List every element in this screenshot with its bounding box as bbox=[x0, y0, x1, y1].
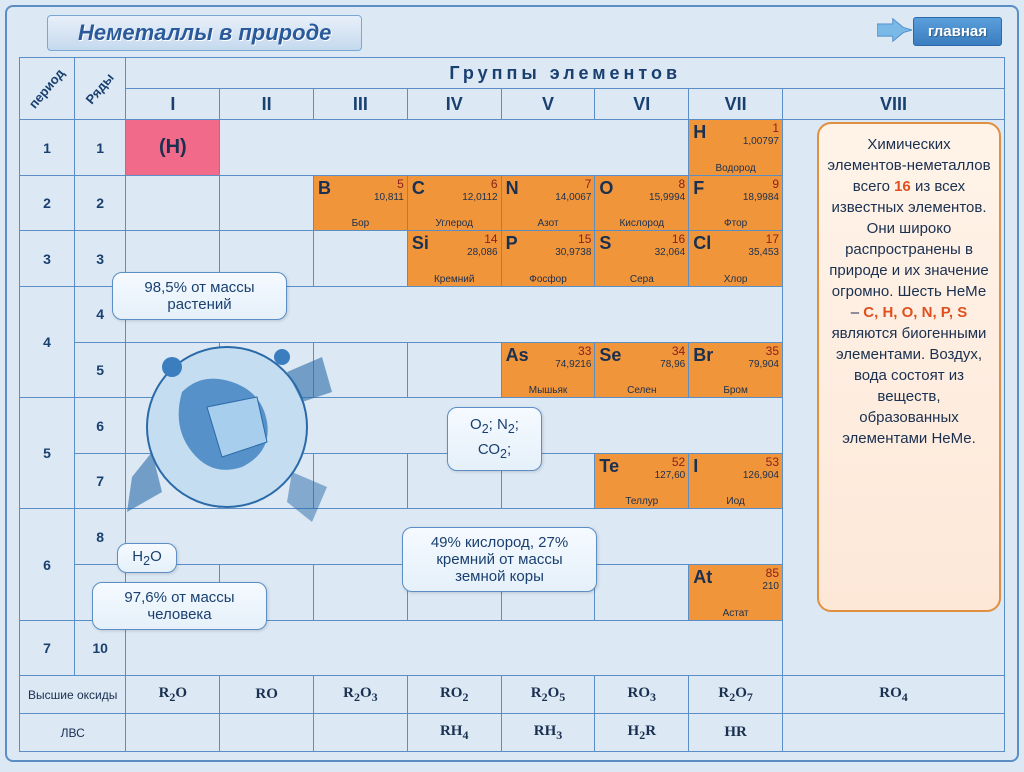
element-I: I53126,904Иод bbox=[689, 453, 783, 509]
element-h-left: (H) bbox=[126, 120, 220, 176]
element-At: At85210Астат bbox=[689, 565, 783, 621]
callout-air: О2; N2;СО2; bbox=[447, 407, 542, 471]
group-5: V bbox=[501, 89, 595, 120]
main-container: Неметаллы в природе главная период Ряды … bbox=[5, 5, 1019, 762]
lvs-label: ЛВС bbox=[20, 714, 126, 752]
period-3: 3 bbox=[20, 231, 75, 287]
element-P: P1530,9738Фосфор bbox=[501, 231, 595, 287]
element-Se: Se3478,96Селен bbox=[595, 342, 689, 398]
callout-water: H2O bbox=[117, 543, 177, 573]
element-N: N714,0067Азот bbox=[501, 175, 595, 231]
oxide-6: RO3 bbox=[595, 676, 689, 714]
element-Br: Br3579,904Бром bbox=[689, 342, 783, 398]
arrow-icon bbox=[877, 17, 912, 43]
page-title: Неметаллы в природе bbox=[47, 15, 362, 51]
group-3: III bbox=[314, 89, 408, 120]
group-2: II bbox=[220, 89, 314, 120]
element-Si: Si1428,086Кремний bbox=[407, 231, 501, 287]
element-C: C612,0112Углерод bbox=[407, 175, 501, 231]
element-H: H11,00797Водород bbox=[689, 120, 783, 176]
groups-header: Группы элементов bbox=[126, 58, 1005, 89]
element-F: F918,9984Фтор bbox=[689, 175, 783, 231]
oxide-8: RO4 bbox=[783, 676, 1005, 714]
period-2: 2 bbox=[20, 175, 75, 231]
oxide-2: RO bbox=[220, 676, 314, 714]
group-8: VIII bbox=[783, 89, 1005, 120]
globe-icon bbox=[112, 312, 342, 542]
period-header: период bbox=[20, 58, 75, 120]
element-Te: Te52127,60Теллур bbox=[595, 453, 689, 509]
oxide-5: R2O5 bbox=[501, 676, 595, 714]
element-B: B510,811Бор bbox=[314, 175, 408, 231]
callout-plants: 98,5% от массы растений bbox=[112, 272, 287, 320]
lvs-7: HR bbox=[689, 714, 783, 752]
oxide-7: R2O7 bbox=[689, 676, 783, 714]
group-4: IV bbox=[407, 89, 501, 120]
lvs-4: RH4 bbox=[407, 714, 501, 752]
row-2: 2 bbox=[74, 175, 125, 231]
row-1: 1 bbox=[74, 120, 125, 176]
period-4: 4 bbox=[20, 287, 75, 398]
main-button[interactable]: главная bbox=[913, 17, 1002, 46]
callout-crust: 49% кислород, 27% кремний от массы земно… bbox=[402, 527, 597, 592]
period-5: 5 bbox=[20, 398, 75, 509]
element-Cl: Cl1735,453Хлор bbox=[689, 231, 783, 287]
oxide-label: Высшие оксиды bbox=[20, 676, 126, 714]
group-1: I bbox=[126, 89, 220, 120]
lvs-6: H2R bbox=[595, 714, 689, 752]
oxide-3: R2O3 bbox=[314, 676, 408, 714]
element-As: As3374,9216Мышьяк bbox=[501, 342, 595, 398]
group-7: VII bbox=[689, 89, 783, 120]
info-panel: Химических элементов-неметаллов всего 16… bbox=[817, 122, 1001, 612]
oxide-4: RO2 bbox=[407, 676, 501, 714]
element-O: O815,9994Кислород bbox=[595, 175, 689, 231]
oxide-1: R2O bbox=[126, 676, 220, 714]
period-7: 7 bbox=[20, 620, 75, 676]
callout-human: 97,6% от массы человека bbox=[92, 582, 267, 630]
period-6: 6 bbox=[20, 509, 75, 620]
lvs-5: RH3 bbox=[501, 714, 595, 752]
period-1: 1 bbox=[20, 120, 75, 176]
group-6: VI bbox=[595, 89, 689, 120]
element-S: S1632,064Сера bbox=[595, 231, 689, 287]
rows-header: Ряды bbox=[74, 58, 125, 120]
